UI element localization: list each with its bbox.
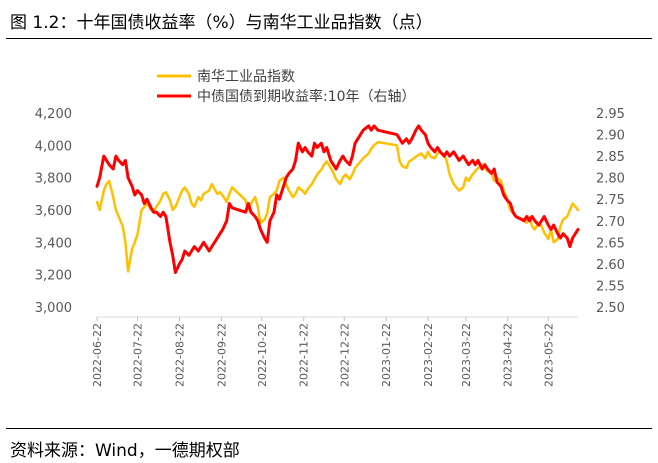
- y-right-tick-label: 2.60: [596, 258, 625, 273]
- y-right-tick-label: 2.95: [596, 107, 625, 122]
- legend-label: 南华工业品指数: [197, 69, 295, 85]
- series-line-10y-yield: [95, 124, 580, 274]
- x-tick-label: 2022-07-22: [132, 323, 145, 387]
- y-right-tick-label: 2.85: [596, 150, 625, 165]
- top-rule: [6, 38, 652, 39]
- y-right-tick-label: 2.70: [596, 215, 625, 230]
- x-tick-label: 2022-06-22: [91, 323, 104, 387]
- y-right-tick-label: 2.90: [596, 129, 625, 144]
- y-left-tick-label: 3,000: [35, 301, 72, 316]
- x-tick-label: 2022-10-22: [256, 323, 269, 387]
- y-right-tick-label: 2.75: [596, 193, 625, 208]
- y-axis-right: 2.50 2.55 2.60 2.65 2.70 2.75 2.80 2.85 2.90 2.95: [596, 107, 625, 316]
- y-left-tick-label: 4,000: [35, 139, 72, 154]
- y-left-tick-label: 3,800: [35, 172, 72, 187]
- x-tick-label: 2022-11-22: [298, 323, 311, 387]
- x-tick-label: 2022-09-22: [215, 323, 228, 387]
- legend-label: 中债国债到期收益率:10年（右轴）: [197, 88, 416, 105]
- y-left-tick-label: 3,600: [35, 204, 72, 219]
- x-tick-label: 2023-02-22: [422, 323, 435, 387]
- plot-area: [95, 124, 580, 274]
- x-tick-label: 2023-05-22: [542, 323, 555, 387]
- source-note: 资料来源：Wind，一德期权部: [10, 441, 240, 461]
- x-tick-label: 2023-04-22: [502, 323, 515, 387]
- y-left-tick-label: 3,400: [35, 236, 72, 251]
- x-tick-label: 2022-08-22: [173, 323, 186, 387]
- y-right-tick-label: 2.80: [596, 172, 625, 187]
- x-axis: 2022-06-22 2022-07-22 2022-08-22 2022-09-22…: [91, 316, 578, 387]
- y-right-tick-label: 2.65: [596, 236, 625, 251]
- y-left-tick-label: 3,200: [35, 269, 72, 284]
- y-right-tick-label: 2.55: [596, 279, 625, 294]
- y-right-tick-label: 2.50: [596, 301, 625, 316]
- y-left-tick-label: 4,200: [35, 107, 72, 122]
- series-line-nanhua-index: [95, 140, 580, 273]
- x-tick-label: 2023-01-22: [380, 323, 393, 387]
- x-tick-label: 2023-03-22: [460, 323, 473, 387]
- bottom-rule: [6, 428, 652, 429]
- y-axis-left: 3,000 3,200 3,400 3,600 3,800 4,000 4,200: [35, 107, 72, 316]
- x-tick-label: 2022-12-22: [338, 323, 351, 387]
- chart-title: 图 1.2：十年国债收益率（%）与南华工业品指数（点）: [10, 13, 433, 33]
